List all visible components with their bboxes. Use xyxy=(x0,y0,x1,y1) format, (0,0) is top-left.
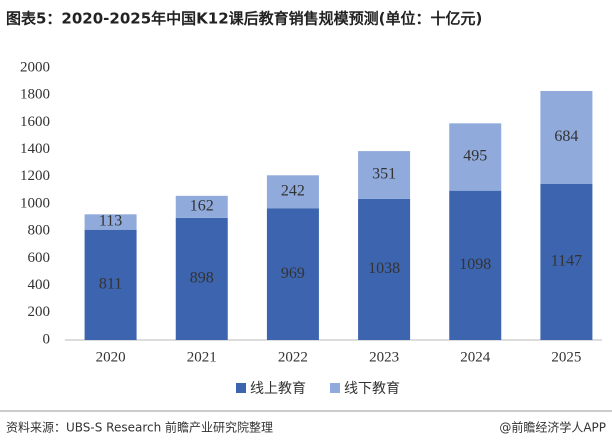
credit: @前瞻经济学人APP xyxy=(499,420,606,435)
data-label: 495 xyxy=(463,148,487,165)
bar-segment xyxy=(266,208,319,340)
data-label: 969 xyxy=(281,265,305,282)
data-label: 1038 xyxy=(368,260,400,277)
source: 资料来源：UBS-S Research 前瞻产业研究院整理 xyxy=(6,420,273,435)
y-tick-label: 800 xyxy=(28,223,51,239)
chart-title: 图表5：2020-2025年中国K12课后教育销售规模预测(单位：十亿元) xyxy=(6,10,482,28)
bar-segment xyxy=(449,123,502,191)
bar-segment xyxy=(175,195,228,218)
data-label: 1098 xyxy=(459,256,491,273)
y-tick-label: 200 xyxy=(28,304,51,320)
bar-segment xyxy=(84,229,137,340)
y-tick-label: 1400 xyxy=(20,141,50,157)
x-tick-label: 2024 xyxy=(460,349,491,365)
data-label: 684 xyxy=(554,128,578,145)
bar-segment xyxy=(84,214,137,230)
bar-segment xyxy=(175,217,228,340)
x-tick-label: 2022 xyxy=(278,349,308,365)
legend-label: 线上教育 xyxy=(250,381,306,397)
y-tick-label: 1200 xyxy=(20,168,50,184)
bar-segment xyxy=(358,151,411,199)
data-label: 811 xyxy=(99,276,122,293)
bar-segment xyxy=(358,198,411,340)
legend-swatch xyxy=(330,383,340,393)
x-tick-label: 2023 xyxy=(369,349,399,365)
x-tick-label: 2020 xyxy=(96,349,126,365)
bar-segment xyxy=(266,175,319,209)
bar-segment xyxy=(540,184,593,340)
y-tick-label: 2000 xyxy=(20,59,50,75)
y-tick-label: 1000 xyxy=(20,195,50,211)
y-tick-label: 1800 xyxy=(20,87,50,103)
legend-label: 线下教育 xyxy=(344,381,400,397)
data-label: 1147 xyxy=(551,253,582,270)
x-tick-label: 2025 xyxy=(551,349,581,365)
bar-segment xyxy=(449,190,502,340)
x-tick-label: 2021 xyxy=(187,349,217,365)
y-tick-label: 1600 xyxy=(20,114,50,130)
data-label: 242 xyxy=(281,182,305,199)
data-label: 898 xyxy=(190,270,214,287)
data-label: 162 xyxy=(190,198,214,215)
data-label: 113 xyxy=(99,213,122,230)
y-tick-label: 0 xyxy=(43,331,51,347)
data-label: 351 xyxy=(372,166,396,183)
bar-segment xyxy=(540,90,593,185)
y-tick-label: 400 xyxy=(28,277,51,293)
legend-swatch xyxy=(236,383,246,393)
y-tick-label: 600 xyxy=(28,250,51,266)
